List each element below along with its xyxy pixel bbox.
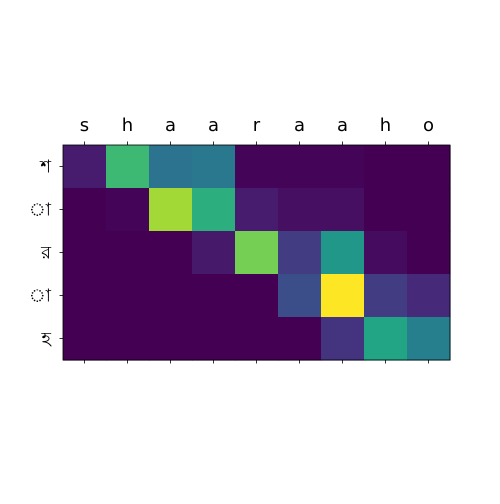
y-tick-label-0: শ: [39, 157, 51, 178]
heatmap-cell-r2-c3: [192, 231, 236, 275]
heatmap-cells: [63, 145, 451, 361]
x-tick-label-6: a: [337, 115, 348, 136]
y-tick-label-4: হ: [41, 329, 53, 350]
x-tick-label-3: a: [208, 115, 219, 136]
heatmap-cell-r0-c1: [106, 145, 150, 189]
heatmap-cell-r2-c1: [106, 231, 150, 275]
heatmap-cell-r4-c3: [192, 317, 236, 361]
x-tick-label-0: s: [80, 115, 89, 136]
heatmap-cell-r2-c8: [407, 231, 451, 275]
y-tick-label-1: া: [29, 200, 52, 221]
heatmap-cell-r0-c4: [235, 145, 279, 189]
heatmap-cell-r0-c8: [407, 145, 451, 189]
heatmap-cell-r4-c4: [235, 317, 279, 361]
heatmap-cell-r2-c0: [63, 231, 107, 275]
x-tick-label-7: h: [380, 115, 391, 136]
heatmap-cell-r1-c6: [321, 188, 365, 232]
y-tick-label-2: র: [40, 243, 52, 264]
heatmap-cell-r3-c0: [63, 274, 107, 318]
heatmap-cell-r1-c8: [407, 188, 451, 232]
x-tick-label-5: a: [294, 115, 305, 136]
x-tick-label-1: h: [122, 115, 133, 136]
heatmap-cell-r1-c2: [149, 188, 193, 232]
heatmap-cell-r1-c3: [192, 188, 236, 232]
heatmap-cell-r1-c0: [63, 188, 107, 232]
heatmap-cell-r2-c2: [149, 231, 193, 275]
heatmap-cell-r4-c8: [407, 317, 451, 361]
heatmap-cell-r0-c3: [192, 145, 236, 189]
heatmap-cell-r4-c1: [106, 317, 150, 361]
heatmap-cell-r1-c7: [364, 188, 408, 232]
heatmap-cell-r2-c5: [278, 231, 322, 275]
heatmap-cell-r1-c1: [106, 188, 150, 232]
heatmap-cell-r4-c6: [321, 317, 365, 361]
heatmap-cell-r3-c7: [364, 274, 408, 318]
heatmap-cell-r2-c7: [364, 231, 408, 275]
x-tick-label-4: r: [253, 115, 261, 136]
heatmap-cell-r0-c2: [149, 145, 193, 189]
heatmap-cell-r3-c5: [278, 274, 322, 318]
y-tick-label-3: া: [29, 286, 52, 307]
x-tick-label-2: a: [165, 115, 176, 136]
heatmap-cell-r0-c6: [321, 145, 365, 189]
heatmap-cell-r4-c7: [364, 317, 408, 361]
heatmap-cell-r4-c5: [278, 317, 322, 361]
x-tick-label-8: o: [423, 115, 434, 136]
heatmap-cell-r0-c5: [278, 145, 322, 189]
heatmap-cell-r3-c3: [192, 274, 236, 318]
heatmap-cell-r0-c7: [364, 145, 408, 189]
heatmap-cell-r3-c8: [407, 274, 451, 318]
heatmap-cell-r1-c4: [235, 188, 279, 232]
heatmap-cell-r3-c6: [321, 274, 365, 318]
heatmap-cell-r0-c0: [63, 145, 107, 189]
heatmap-cell-r2-c6: [321, 231, 365, 275]
heatmap-cell-r2-c4: [235, 231, 279, 275]
heatmap-cell-r4-c2: [149, 317, 193, 361]
heatmap-cell-r3-c4: [235, 274, 279, 318]
heatmap-cell-r1-c5: [278, 188, 322, 232]
heatmap-cell-r4-c0: [63, 317, 107, 361]
heatmap-cell-r3-c2: [149, 274, 193, 318]
y-axis-ticks: শা রা হ: [29, 157, 63, 350]
heatmap-cell-r3-c1: [106, 274, 150, 318]
